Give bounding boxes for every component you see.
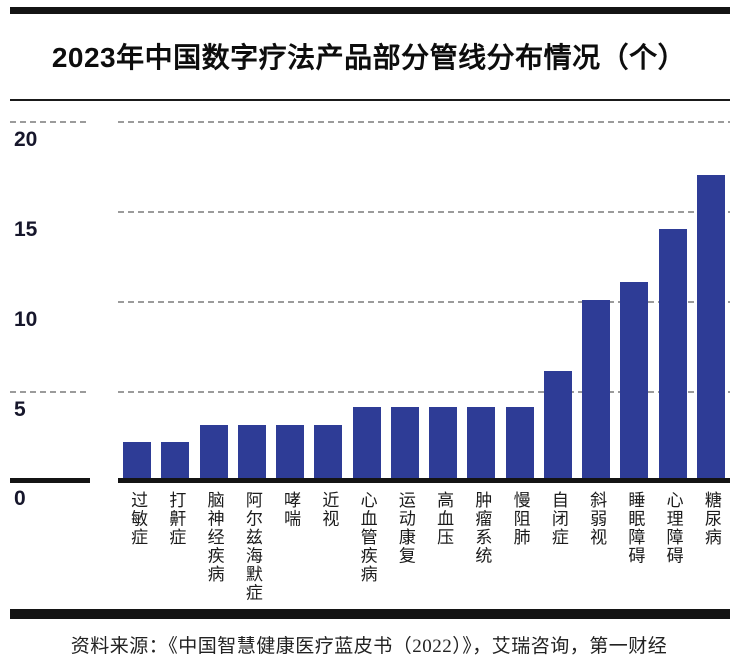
x-axis-label: 运动康复 xyxy=(395,491,415,565)
x-label-slot: 脑神经疾病 xyxy=(195,491,233,584)
gridline-20-stub xyxy=(10,121,90,123)
x-label-slot: 慢阻肺 xyxy=(501,491,539,547)
x-axis-labels: 过敏症 打鼾症 脑神经疾病 阿尔兹海默症 哮喘 近视 心血管疾病 运动康复 高血压 肿瘤系统 慢阻肺… xyxy=(118,491,730,609)
x-axis-line xyxy=(118,478,730,483)
bar-slot xyxy=(539,122,577,478)
x-axis-label: 打鼾症 xyxy=(166,491,186,547)
bar xyxy=(696,175,725,478)
bar-slot xyxy=(615,122,653,478)
x-axis-label: 糖尿病 xyxy=(701,491,721,547)
x-axis-label: 心理障碍 xyxy=(663,491,683,565)
bar xyxy=(276,425,305,478)
source-note: 资料来源：《中国智慧健康医疗蓝皮书（2022）》，艾瑞咨询，第一财经 xyxy=(70,636,668,657)
bar xyxy=(352,407,381,478)
bar xyxy=(505,407,534,478)
x-axis-label: 哮喘 xyxy=(281,491,301,528)
bar-slot xyxy=(233,122,271,478)
bar-slot xyxy=(271,122,309,478)
x-label-slot: 高血压 xyxy=(424,491,462,547)
x-label-slot: 肿瘤系统 xyxy=(462,491,500,565)
bar-slot xyxy=(156,122,194,478)
bar-slot xyxy=(654,122,692,478)
bar xyxy=(543,371,572,478)
y-tick-label: 0 xyxy=(14,487,26,510)
x-label-slot: 睡眠障碍 xyxy=(615,491,653,565)
x-axis-label: 脑神经疾病 xyxy=(204,491,224,584)
x-axis-label: 近视 xyxy=(319,491,339,528)
x-label-slot: 心理障碍 xyxy=(654,491,692,565)
title-divider xyxy=(10,99,730,101)
x-axis-label: 高血压 xyxy=(434,491,454,547)
bar xyxy=(582,300,611,478)
bar xyxy=(429,407,458,478)
gridline-5 xyxy=(118,391,730,393)
x-axis-label: 肿瘤系统 xyxy=(472,491,492,565)
x-axis-label: 阿尔兹海默症 xyxy=(242,491,262,602)
bar-slot xyxy=(424,122,462,478)
x-axis-label: 过敏症 xyxy=(128,491,148,547)
top-border-bar xyxy=(10,7,730,14)
bar-slot xyxy=(118,122,156,478)
gridline-15 xyxy=(118,211,730,213)
x-label-slot: 心血管疾病 xyxy=(348,491,386,584)
bar-slot xyxy=(692,122,730,478)
x-axis-label: 心血管疾病 xyxy=(357,491,377,584)
bar-slot xyxy=(386,122,424,478)
y-tick-label: 15 xyxy=(14,218,38,241)
bar xyxy=(658,229,687,478)
x-label-slot: 糖尿病 xyxy=(692,491,730,547)
x-label-slot: 斜弱视 xyxy=(577,491,615,547)
gridline-10 xyxy=(118,301,730,303)
bar xyxy=(390,407,419,478)
x-label-slot: 过敏症 xyxy=(118,491,156,547)
chart-title: 2023年中国数字疗法产品部分管线分布情况（个） xyxy=(51,42,687,73)
bar xyxy=(199,425,228,478)
bar-slot xyxy=(309,122,347,478)
x-label-slot: 运动康复 xyxy=(386,491,424,565)
bottom-border-bar xyxy=(10,609,730,619)
x-axis-label: 斜弱视 xyxy=(587,491,607,547)
x-label-slot: 哮喘 xyxy=(271,491,309,528)
gridline-5-stub xyxy=(10,391,90,393)
gridline-20 xyxy=(118,121,730,123)
x-axis-label: 睡眠障碍 xyxy=(625,491,645,565)
bars-container xyxy=(118,122,730,478)
bar xyxy=(314,425,343,478)
bar xyxy=(467,407,496,478)
y-tick-label: 20 xyxy=(14,128,38,151)
x-axis-label: 慢阻肺 xyxy=(510,491,530,547)
x-label-slot: 打鼾症 xyxy=(156,491,194,547)
bar xyxy=(237,425,266,478)
x-label-slot: 自闭症 xyxy=(539,491,577,547)
bar-slot xyxy=(501,122,539,478)
bar xyxy=(123,442,152,478)
bar-slot xyxy=(195,122,233,478)
bar xyxy=(161,442,190,478)
x-label-slot: 近视 xyxy=(309,491,347,528)
bar xyxy=(620,282,649,478)
bar-slot xyxy=(348,122,386,478)
bar-slot xyxy=(577,122,615,478)
bar-slot xyxy=(462,122,500,478)
y-tick-label: 10 xyxy=(14,308,38,331)
x-axis-label: 自闭症 xyxy=(548,491,568,547)
y-tick-label: 5 xyxy=(14,398,26,421)
x-axis-line-stub xyxy=(10,478,90,483)
x-label-slot: 阿尔兹海默症 xyxy=(233,491,271,602)
